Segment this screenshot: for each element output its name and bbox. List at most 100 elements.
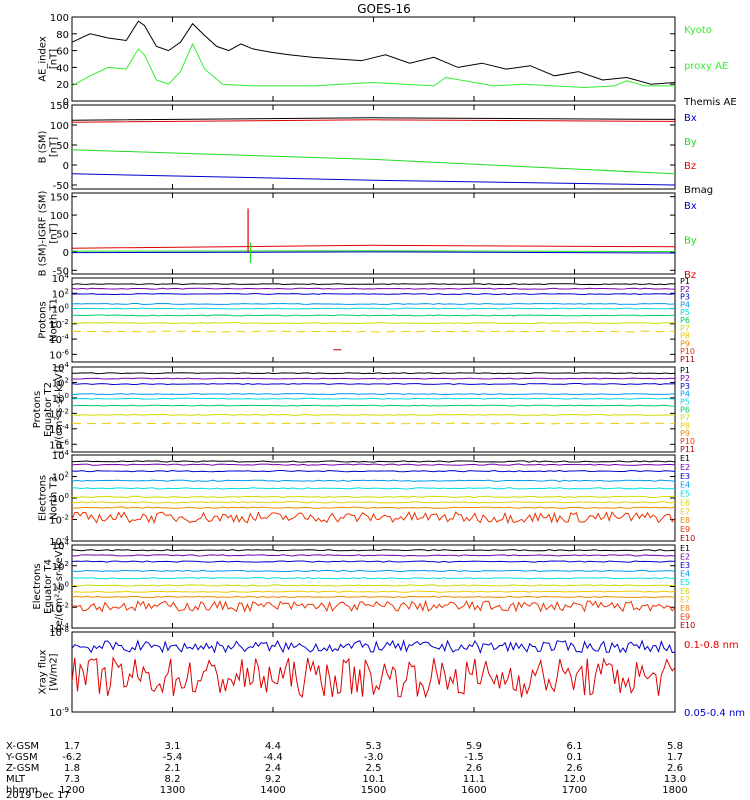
legend-p6: P6 xyxy=(680,316,690,325)
x-tick-value: 1.7 xyxy=(667,752,683,763)
y-axis-label: B (SM)[nT] xyxy=(38,130,60,163)
x-tick-value: -1.5 xyxy=(464,752,484,763)
y-tick-label: 100 xyxy=(50,121,69,132)
legend-bz: Bz xyxy=(684,161,696,172)
panel-frame xyxy=(71,631,676,713)
series-line-e6 xyxy=(71,495,676,499)
legend-e4: E4 xyxy=(680,570,690,579)
series-line-0-05-0-4-nm xyxy=(71,639,676,654)
series-line-p3 xyxy=(71,383,676,385)
panel-frame xyxy=(71,544,676,629)
x-row-label: X-GSM xyxy=(6,741,39,752)
series-line-e3 xyxy=(71,469,676,473)
y-axis-label: AE_index[nT] xyxy=(38,36,60,82)
x-row-label: Z-GSM xyxy=(6,763,39,774)
series-line-e9 xyxy=(71,511,676,525)
x-tick-value: -3.0 xyxy=(364,752,384,763)
series-line-p2 xyxy=(71,377,676,380)
legend-e9: E9 xyxy=(680,525,690,534)
legend-p6: P6 xyxy=(680,406,690,415)
legend-p1: P1 xyxy=(680,366,690,375)
y-tick-label: 60 xyxy=(56,47,69,58)
y-tick-label: 10-9 xyxy=(49,706,69,719)
x-tick-value: 1.7 xyxy=(64,741,80,752)
series-line-e5 xyxy=(71,487,676,490)
legend-bx: Bx xyxy=(684,201,697,212)
legend-e2: E2 xyxy=(680,463,690,472)
y-tick-label: 0 xyxy=(63,248,69,259)
series-line-by xyxy=(71,149,676,175)
y-tick-label: -50 xyxy=(53,266,69,277)
series-line-e6 xyxy=(71,584,676,587)
legend-p2: P2 xyxy=(680,285,690,294)
legend-e3: E3 xyxy=(680,472,690,481)
series-line-e4 xyxy=(71,479,676,482)
series-line-p8 xyxy=(71,330,676,333)
legend-p7: P7 xyxy=(680,324,690,333)
legend-kyoto: Kyoto xyxy=(684,25,712,36)
series-line-e5 xyxy=(71,577,676,580)
series-line-e2 xyxy=(71,463,676,466)
x-tick-value: 1400 xyxy=(260,785,285,796)
panel-frame xyxy=(71,192,676,275)
legend-0-05-0-4-nm: 0.05-0.4 nm xyxy=(684,708,745,719)
legend-p11: P11 xyxy=(680,355,695,364)
panel-8: 10-8 10-9 Xray flux[W/m2] 0.1-0.8 nm 0.05-0.… xyxy=(38,626,746,719)
x-tick-value: 2.1 xyxy=(165,763,181,774)
x-tick-value: 1200 xyxy=(59,785,84,796)
legend-e6: E6 xyxy=(680,498,690,507)
y-tick-label: 10-6 xyxy=(49,348,69,361)
x-tick-value: 1.8 xyxy=(64,763,80,774)
y-tick-label: 150 xyxy=(50,101,69,112)
legend-0-1-0-8-nm: 0.1-0.8 nm xyxy=(684,640,739,651)
panel-3: 150 100 50 0 -50B (SM)-IGRF (SM)[nT] Bx By Bz xyxy=(38,191,697,281)
legend-p10: P10 xyxy=(680,347,695,356)
x-tick-value: 2.6 xyxy=(667,763,683,774)
x-tick-value: 2.5 xyxy=(366,763,382,774)
series-line-0-1-0-8-nm xyxy=(71,656,676,699)
legend-e5: E5 xyxy=(680,490,690,499)
x-tick-value: 5.3 xyxy=(366,741,382,752)
series-line-e7 xyxy=(71,590,676,593)
series-line-p8 xyxy=(71,422,676,425)
y-tick-label: 100 xyxy=(50,211,69,222)
y-tick-label: 50 xyxy=(56,141,69,152)
legend-e1: E1 xyxy=(680,544,690,553)
y-tick-label: 0 xyxy=(63,97,69,108)
legend-bx: Bx xyxy=(684,113,697,124)
series-line-p5 xyxy=(71,307,676,310)
series-line-bz xyxy=(71,244,676,249)
x-tick-value: 11.1 xyxy=(463,774,485,785)
y-tick-label: 0 xyxy=(63,161,69,172)
x-tick-value: 10.1 xyxy=(362,774,384,785)
y-tick-label: 50 xyxy=(56,230,69,241)
panel-frame xyxy=(71,16,676,102)
legend-p8: P8 xyxy=(680,332,690,341)
series-line-p5 xyxy=(71,397,676,400)
y-axis-label: B (SM)-IGRF (SM)[nT] xyxy=(38,191,60,277)
series-line-bmag xyxy=(71,117,676,121)
legend-p8: P8 xyxy=(680,421,690,430)
x-tick-value: 2.6 xyxy=(567,763,583,774)
legend-e4: E4 xyxy=(680,481,690,490)
legend-by: By xyxy=(684,137,697,148)
legend-by: By xyxy=(684,236,697,247)
legend-e8: E8 xyxy=(680,604,690,613)
legend-e8: E8 xyxy=(680,516,690,525)
series-line-themis-ae xyxy=(71,20,676,85)
legend-e5: E5 xyxy=(680,578,690,587)
legend-p9: P9 xyxy=(680,429,690,438)
y-tick-label: 40 xyxy=(56,63,69,74)
y-tick-label: 104 xyxy=(52,449,70,462)
series-line-p4 xyxy=(71,393,676,396)
x-tick-value: 9.2 xyxy=(265,774,281,785)
series-line-e1 xyxy=(71,460,676,463)
series-line-p2 xyxy=(71,287,676,290)
series-line-e9 xyxy=(71,599,676,613)
x-tick-value: 0.1 xyxy=(567,752,583,763)
